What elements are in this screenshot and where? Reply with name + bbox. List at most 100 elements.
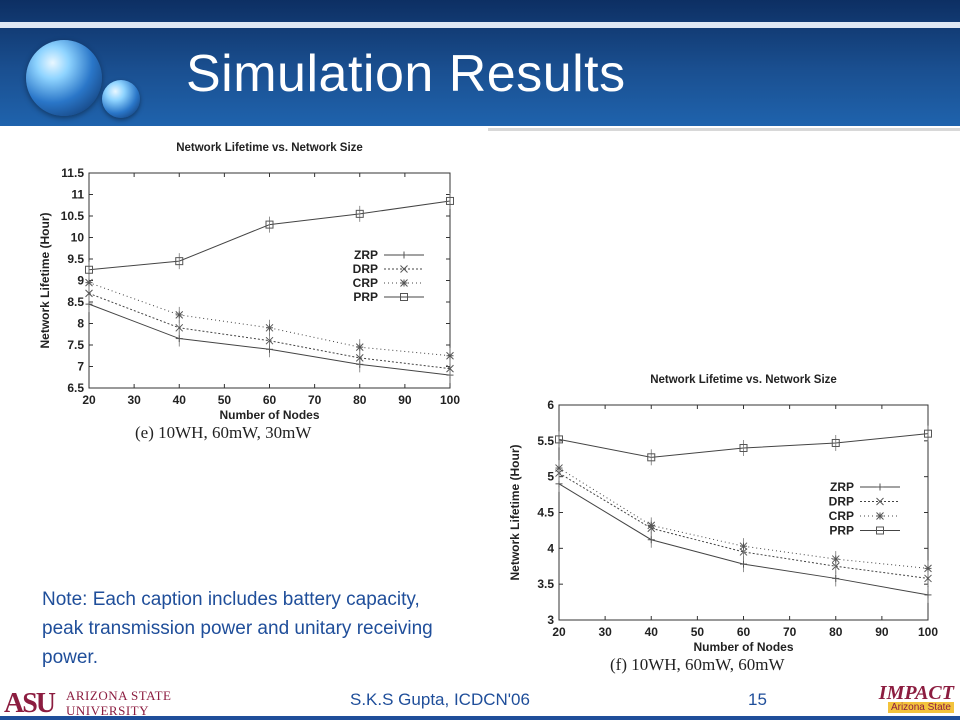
chart-lifetime-e: Network Lifetime vs. Network Size 20 30 40 5…: [38, 142, 460, 442]
x-tick-label-6: 80: [829, 625, 843, 639]
x-tick-label-8: 100: [918, 625, 938, 639]
y-tick-label-7: 10: [71, 231, 85, 245]
x-tick-label-8: 100: [440, 393, 460, 407]
series-crp-point-0-d: [85, 278, 93, 287]
slide-title: Simulation Results: [186, 45, 626, 103]
y-tick-label-1: 7: [77, 360, 84, 374]
series-drp-legend-label: DRP: [353, 262, 378, 276]
chart-caption: (e) 10WH, 60mW, 30mW: [135, 423, 312, 442]
series-drp-point-3-d: [355, 354, 364, 362]
series-prp-legend-marker: [876, 526, 884, 535]
x-tick-label-4: 60: [737, 625, 751, 639]
series-prp-point-3: [355, 209, 364, 218]
asu-logo: ASU ARIZONA STATE UNIVERSITY: [4, 688, 184, 719]
series-crp-point-3-d: [831, 555, 840, 563]
series-crp-point-0-d: [555, 464, 563, 472]
series-crp-point-4-d: [924, 564, 932, 573]
x-tick-label-5: 70: [783, 625, 797, 639]
series-drp-legend-marker-d: [400, 265, 408, 273]
chart-lifetime-f: Network Lifetime vs. Network Size 20 30 40 5…: [508, 374, 938, 674]
note-text: Note: Each caption includes battery capa…: [42, 589, 433, 668]
x-tick-label-0: 20: [82, 393, 96, 407]
x-tick-label-4: 60: [263, 393, 277, 407]
series-drp-point-2-d: [265, 336, 274, 345]
series-prp-point-1: [175, 257, 184, 266]
y-tick-label-5: 9: [77, 274, 84, 288]
y-tick-label-3: 4.5: [537, 506, 554, 520]
plot-frame: [558, 404, 929, 621]
series-prp-point-2: [265, 220, 274, 229]
globe-icon: [26, 40, 102, 116]
x-tick-label-5: 70: [308, 393, 322, 407]
x-tick-label-0: 20: [552, 625, 566, 639]
series-prp-point-4: [446, 196, 454, 205]
page-number: 15: [748, 690, 767, 709]
x-tick-label-3: 50: [691, 625, 705, 639]
series-crp-point-4-d: [446, 351, 454, 360]
footer-author: S.K.S Gupta, ICDCN'06: [350, 690, 530, 709]
series-drp-point-1-d: [175, 323, 184, 332]
y-tick-label-5: 5.5: [537, 434, 554, 448]
series-crp-legend-label: CRP: [829, 509, 854, 523]
chart-caption: (f) 10WH, 60mW, 60mW: [610, 655, 785, 674]
asu-logo-line1: ARIZONA STATE: [66, 688, 172, 703]
series-drp-legend-label: DRP: [829, 495, 854, 509]
x-axis-label: Number of Nodes: [219, 408, 319, 422]
series-crp-point-2-d: [739, 542, 748, 551]
y-tick-label-8: 10.5: [61, 209, 85, 223]
series-prp-point-2: [739, 444, 748, 452]
x-tick-label-2: 40: [173, 393, 187, 407]
impact-logo-sub: Arizona State: [887, 702, 954, 713]
y-tick-label-6: 9.5: [67, 252, 84, 266]
series-prp-point-0: [555, 435, 563, 444]
impact-logo-word: IMPACT: [878, 682, 954, 704]
y-tick-label-3: 8: [77, 317, 84, 331]
x-tick-label-6: 80: [353, 393, 367, 407]
series-zrp-legend-label: ZRP: [354, 248, 378, 262]
series-crp-point-1-d: [647, 521, 656, 530]
title-banner: Simulation Results: [0, 0, 960, 126]
y-tick-label-10: 11.5: [61, 166, 84, 180]
series-crp-legend-marker-d: [876, 512, 884, 520]
series-zrp-legend-label: ZRP: [830, 480, 854, 494]
series-crp-point-2-d: [265, 323, 274, 332]
series-crp-point-1-d: [175, 311, 184, 319]
x-tick-label-1: 30: [598, 625, 612, 639]
impact-logo: IMPACT Arizona State: [879, 682, 958, 716]
series-prp-point-1: [647, 453, 656, 462]
series-drp-point-4-d: [446, 364, 454, 373]
series-drp-point-0-d: [85, 289, 93, 298]
series-crp-point-3-d: [355, 343, 364, 352]
series-prp-legend-marker: [400, 293, 408, 301]
series-prp-line: [88, 200, 451, 271]
series-prp-legend-label: PRP: [829, 524, 854, 538]
series-crp-legend-marker-d: [400, 279, 408, 287]
y-tick-label-2: 7.5: [67, 338, 84, 352]
chart-title: Network Lifetime vs. Network Size: [176, 142, 363, 154]
y-tick-label-4: 8.5: [67, 295, 84, 309]
small-globe-icon: [102, 80, 140, 118]
y-tick-label-1: 3.5: [537, 577, 554, 591]
series-drp-legend-marker-d: [876, 497, 884, 506]
divider: [488, 128, 960, 131]
y-tick-label-0: 3: [547, 613, 554, 627]
y-tick-label-6: 6: [547, 398, 554, 412]
chart-title: Network Lifetime vs. Network Size: [650, 374, 837, 386]
asu-logo-mark: ASU: [4, 688, 56, 719]
x-tick-label-3: 50: [218, 393, 232, 407]
y-axis-label: Network Lifetime (Hour): [508, 444, 522, 580]
series-crp-legend-label: CRP: [353, 276, 378, 290]
series-drp-line: [88, 292, 451, 370]
asu-logo-name: ARIZONA STATE UNIVERSITY: [66, 688, 172, 718]
series-crp-line: [558, 467, 929, 569]
series-prp-point-0: [85, 265, 93, 274]
x-tick-label-7: 90: [875, 625, 889, 639]
y-tick-label-9: 11: [71, 188, 84, 202]
x-tick-label-2: 40: [645, 625, 659, 639]
series-prp-point-3: [831, 438, 840, 447]
x-tick-label-1: 30: [127, 393, 141, 407]
series-drp-point-4-d: [924, 574, 932, 583]
asu-logo-line2: UNIVERSITY: [66, 703, 149, 718]
x-axis-label: Number of Nodes: [693, 640, 793, 654]
x-tick-label-7: 90: [398, 393, 412, 407]
